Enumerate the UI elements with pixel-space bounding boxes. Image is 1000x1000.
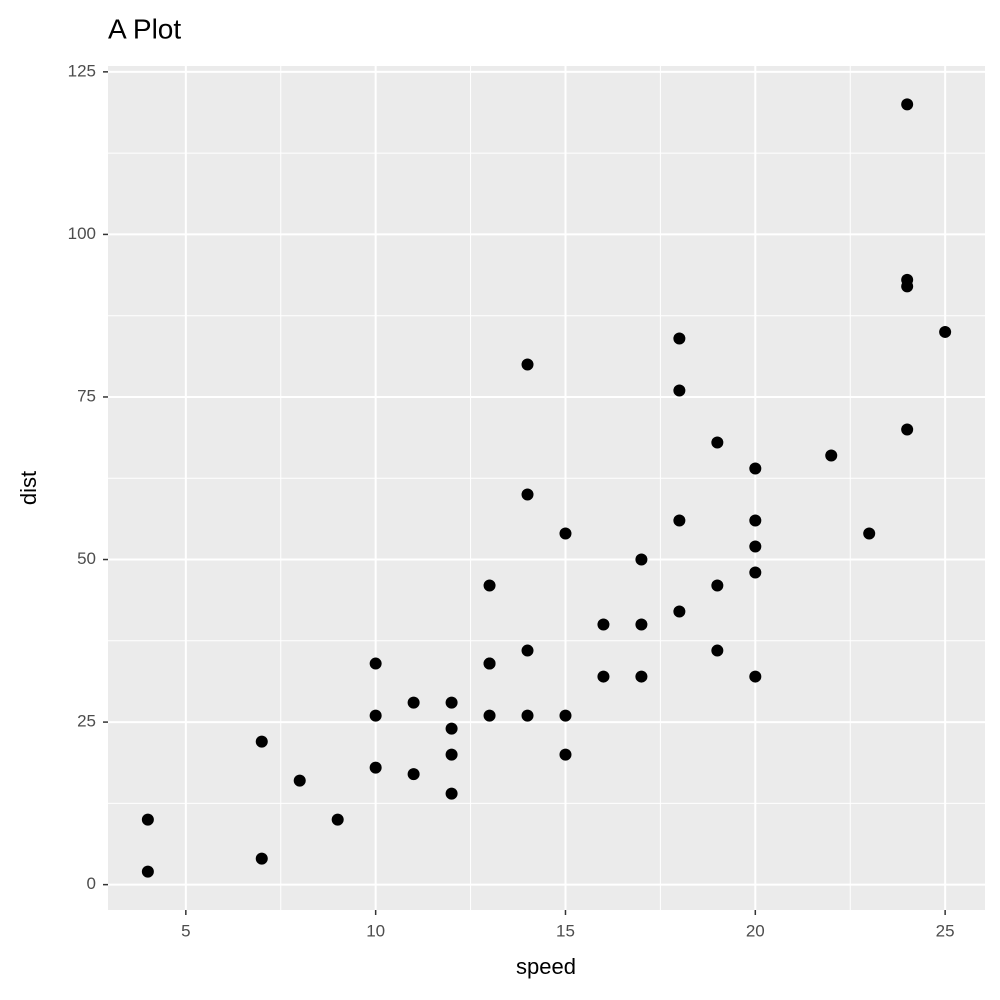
point	[635, 553, 648, 566]
point	[445, 748, 458, 761]
x-tick-label: 25	[936, 921, 955, 940]
point	[635, 670, 648, 683]
point	[255, 852, 268, 865]
point	[407, 696, 420, 709]
point	[749, 670, 762, 683]
y-tick-label: 75	[77, 386, 96, 405]
point	[483, 657, 496, 670]
point	[141, 813, 154, 826]
y-axis-label: dist	[16, 471, 41, 505]
x-tick-label: 15	[556, 921, 575, 940]
point	[521, 488, 534, 501]
point	[369, 657, 382, 670]
point	[901, 98, 914, 111]
y-tick-label: 125	[68, 61, 96, 80]
point	[673, 605, 686, 618]
point	[597, 670, 610, 683]
y-tick-label: 100	[68, 224, 96, 243]
point	[559, 527, 572, 540]
point	[901, 273, 914, 286]
chart-title: A Plot	[108, 13, 181, 44]
point	[445, 787, 458, 800]
point	[521, 709, 534, 722]
y-tick-label: 0	[87, 874, 96, 893]
point	[521, 358, 534, 371]
point	[749, 514, 762, 527]
point	[673, 514, 686, 527]
point	[711, 644, 724, 657]
point	[901, 423, 914, 436]
x-tick-label: 20	[746, 921, 765, 940]
point	[559, 748, 572, 761]
point	[825, 449, 838, 462]
point	[749, 566, 762, 579]
point	[635, 618, 648, 631]
panel-background	[108, 66, 985, 910]
point	[407, 768, 420, 781]
y-tick-label: 25	[77, 712, 96, 731]
point	[141, 865, 154, 878]
point	[673, 384, 686, 397]
point	[483, 709, 496, 722]
y-tick-label: 50	[77, 549, 96, 568]
point	[939, 325, 952, 338]
x-axis-label: speed	[516, 954, 576, 979]
point	[293, 774, 306, 787]
point	[559, 709, 572, 722]
point	[445, 722, 458, 735]
point	[749, 462, 762, 475]
point	[521, 644, 534, 657]
point	[445, 696, 458, 709]
point	[255, 735, 268, 748]
point	[331, 813, 344, 826]
point	[597, 618, 610, 631]
point	[711, 436, 724, 449]
point	[749, 540, 762, 553]
point	[369, 761, 382, 774]
point	[369, 709, 382, 722]
point	[711, 579, 724, 592]
x-tick-label: 10	[366, 921, 385, 940]
point	[673, 332, 686, 345]
x-tick-label: 5	[181, 921, 190, 940]
point	[483, 579, 496, 592]
point	[863, 527, 876, 540]
